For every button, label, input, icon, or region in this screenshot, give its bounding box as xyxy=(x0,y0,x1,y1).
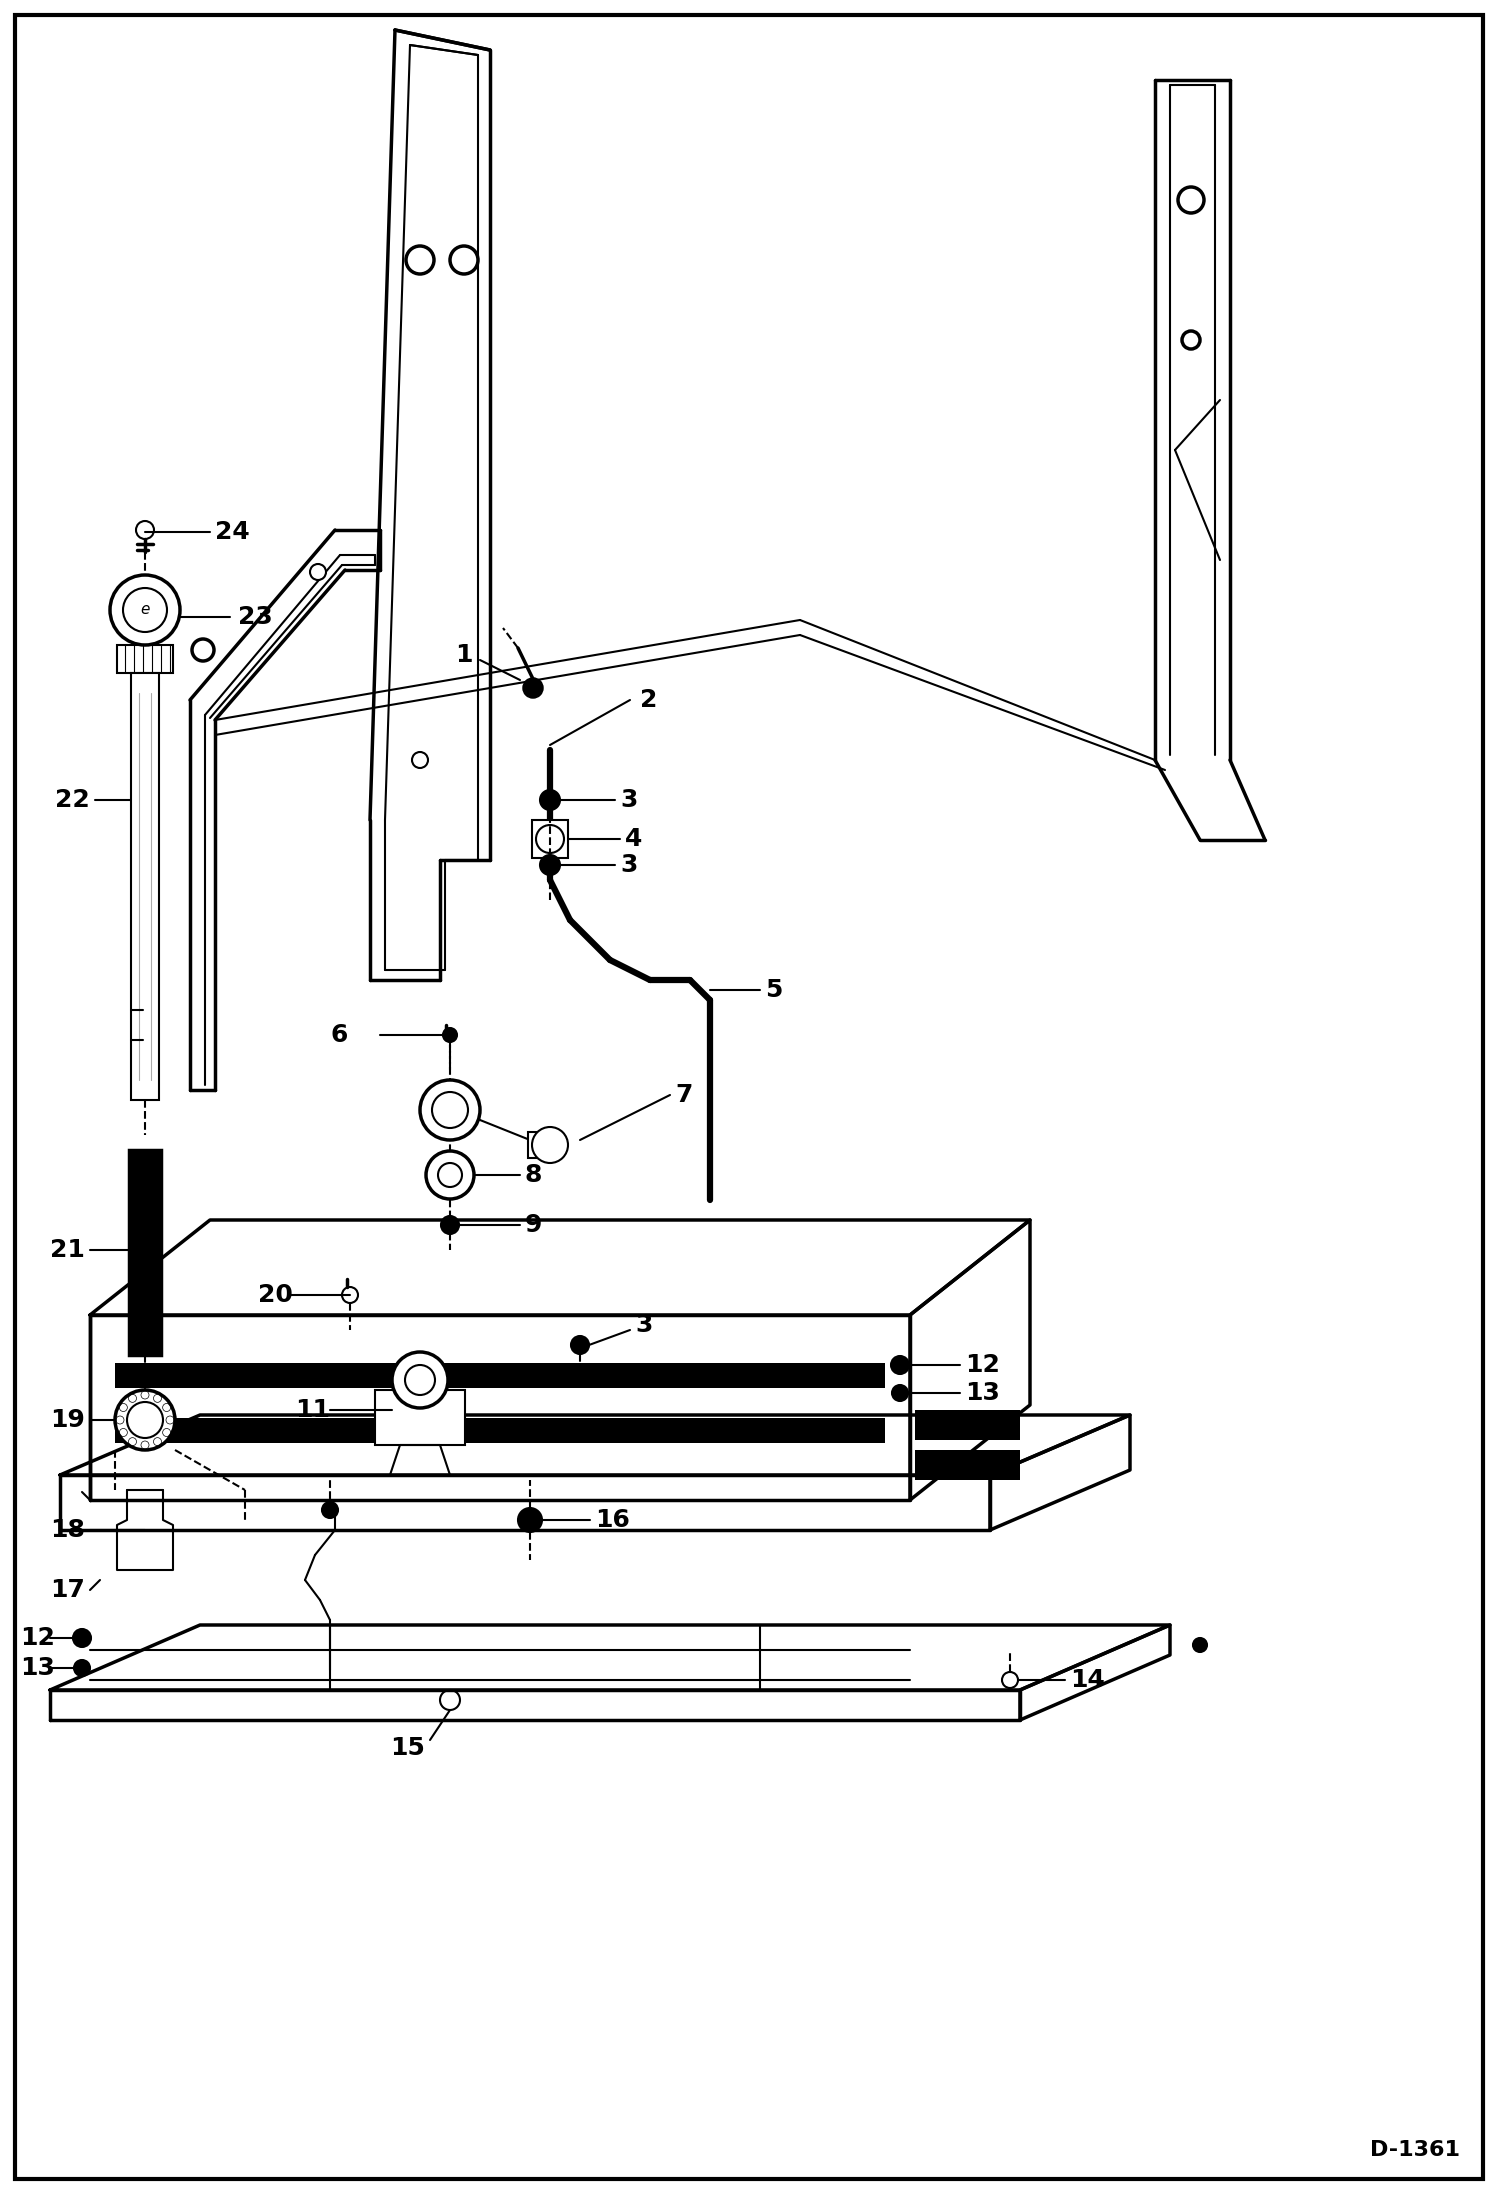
Text: 18: 18 xyxy=(49,1518,85,1542)
Circle shape xyxy=(192,638,214,660)
Bar xyxy=(117,645,172,674)
Bar xyxy=(374,1391,464,1446)
Polygon shape xyxy=(90,1314,909,1501)
Circle shape xyxy=(443,1029,457,1042)
Text: 20: 20 xyxy=(258,1283,294,1308)
Text: 13: 13 xyxy=(19,1656,55,1681)
Circle shape xyxy=(310,564,327,579)
Polygon shape xyxy=(117,1490,172,1571)
Polygon shape xyxy=(49,1689,1020,1720)
Text: 15: 15 xyxy=(389,1735,425,1760)
Text: 10: 10 xyxy=(295,1369,330,1391)
Text: e: e xyxy=(141,603,150,617)
Bar xyxy=(915,1411,1020,1439)
Polygon shape xyxy=(909,1220,1031,1501)
Text: 13: 13 xyxy=(965,1380,999,1404)
Polygon shape xyxy=(60,1415,1129,1474)
Circle shape xyxy=(73,1661,90,1676)
Text: 6: 6 xyxy=(330,1022,348,1047)
Bar xyxy=(532,821,568,858)
Circle shape xyxy=(1182,331,1200,349)
Text: 3: 3 xyxy=(635,1312,652,1336)
Polygon shape xyxy=(49,1626,1170,1689)
Circle shape xyxy=(412,753,428,768)
Text: 23: 23 xyxy=(238,606,273,630)
Text: 3: 3 xyxy=(620,853,637,878)
Circle shape xyxy=(392,1352,448,1409)
Circle shape xyxy=(440,1215,458,1233)
Circle shape xyxy=(891,1384,908,1402)
Polygon shape xyxy=(90,1220,1031,1314)
Circle shape xyxy=(539,856,560,875)
Text: 19: 19 xyxy=(49,1409,85,1433)
Bar xyxy=(129,1150,160,1356)
Text: D-1361: D-1361 xyxy=(1371,2139,1461,2161)
Bar xyxy=(527,1132,553,1158)
Text: 7: 7 xyxy=(676,1084,692,1108)
Text: 1: 1 xyxy=(455,643,472,667)
Bar xyxy=(115,1362,885,1389)
Circle shape xyxy=(406,246,434,274)
Text: 14: 14 xyxy=(1070,1667,1106,1692)
Circle shape xyxy=(539,790,560,810)
Text: 5: 5 xyxy=(765,979,782,1003)
Text: 24: 24 xyxy=(216,520,250,544)
Text: 11: 11 xyxy=(295,1398,330,1422)
Text: 17: 17 xyxy=(49,1577,85,1602)
Polygon shape xyxy=(60,1474,990,1529)
Text: 2: 2 xyxy=(640,689,658,713)
Circle shape xyxy=(1177,186,1204,213)
Text: 4: 4 xyxy=(625,827,643,851)
Circle shape xyxy=(518,1507,542,1531)
Text: 3: 3 xyxy=(620,788,637,812)
Circle shape xyxy=(73,1628,91,1648)
Text: 8: 8 xyxy=(524,1163,542,1187)
Circle shape xyxy=(109,575,180,645)
Text: 16: 16 xyxy=(595,1507,629,1531)
Circle shape xyxy=(891,1356,909,1373)
Circle shape xyxy=(532,1128,568,1163)
Circle shape xyxy=(1192,1639,1207,1652)
Polygon shape xyxy=(1020,1626,1170,1720)
Circle shape xyxy=(571,1336,589,1354)
Circle shape xyxy=(419,1079,479,1141)
Circle shape xyxy=(524,678,542,698)
Circle shape xyxy=(322,1503,339,1518)
Circle shape xyxy=(115,1391,175,1450)
Circle shape xyxy=(449,246,478,274)
Text: 9: 9 xyxy=(524,1213,542,1237)
Text: 12: 12 xyxy=(19,1626,55,1650)
Circle shape xyxy=(425,1152,473,1198)
Text: 12: 12 xyxy=(965,1354,999,1378)
Bar xyxy=(115,1417,885,1444)
Bar xyxy=(915,1450,1020,1481)
Text: 21: 21 xyxy=(49,1237,85,1262)
Bar xyxy=(130,674,159,1099)
Text: 22: 22 xyxy=(55,788,90,812)
Polygon shape xyxy=(990,1415,1129,1529)
